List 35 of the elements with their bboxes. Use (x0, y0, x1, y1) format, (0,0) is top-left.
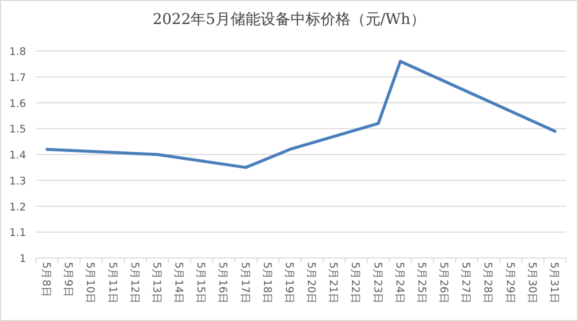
x-tick-label: 5月20日 (305, 262, 318, 304)
x-tick-label: 5月12日 (128, 262, 140, 304)
line-series (46, 60, 556, 169)
y-tick-label: 1.2 (9, 201, 26, 214)
x-tick-label: 5月9日 (62, 262, 74, 298)
x-tick-label: 5月24日 (393, 262, 406, 304)
x-tick-label: 5月17日 (238, 262, 251, 304)
x-tick-label: 5月19日 (282, 262, 295, 304)
x-tick-label: 5月31日 (548, 262, 560, 304)
x-tick-label: 5月27日 (460, 262, 472, 304)
x-tick-label: 5月8日 (40, 262, 52, 298)
x-tick-label: 5月30日 (526, 262, 538, 304)
x-tick-label: 5月29日 (504, 262, 516, 304)
x-tick-label: 5月18日 (260, 262, 273, 304)
y-tick-label: 1.1 (9, 227, 26, 240)
x-tick-label: 5月15日 (194, 262, 207, 304)
chart-title: 2022年5月储能设备中标价格（元/Wh） (152, 10, 426, 28)
y-tick-label: 1 (19, 253, 26, 265)
y-tick-label: 1.4 (9, 150, 26, 162)
y-tick-label: 1.3 (9, 175, 26, 188)
x-tick-label: 5月13日 (150, 262, 162, 304)
x-tick-label: 5月25日 (415, 262, 428, 304)
y-tick-label: 1.7 (9, 72, 26, 84)
x-tick-label: 5月16日 (216, 262, 229, 304)
x-tick-label: 5月22日 (349, 262, 362, 304)
y-tick-label: 1.8 (9, 46, 26, 58)
x-tick-label: 5月10日 (84, 262, 96, 304)
x-tick-label: 5月28日 (482, 262, 494, 304)
x-tick-label: 5月21日 (327, 262, 340, 304)
x-tick-label: 5月26日 (438, 262, 450, 304)
x-tick-label: 5月11日 (106, 262, 118, 304)
y-tick-label: 1.6 (9, 98, 26, 110)
y-tick-label: 1.5 (9, 124, 26, 136)
x-tick-label: 5月23日 (371, 262, 384, 304)
x-tick-label: 5月14日 (172, 262, 185, 304)
